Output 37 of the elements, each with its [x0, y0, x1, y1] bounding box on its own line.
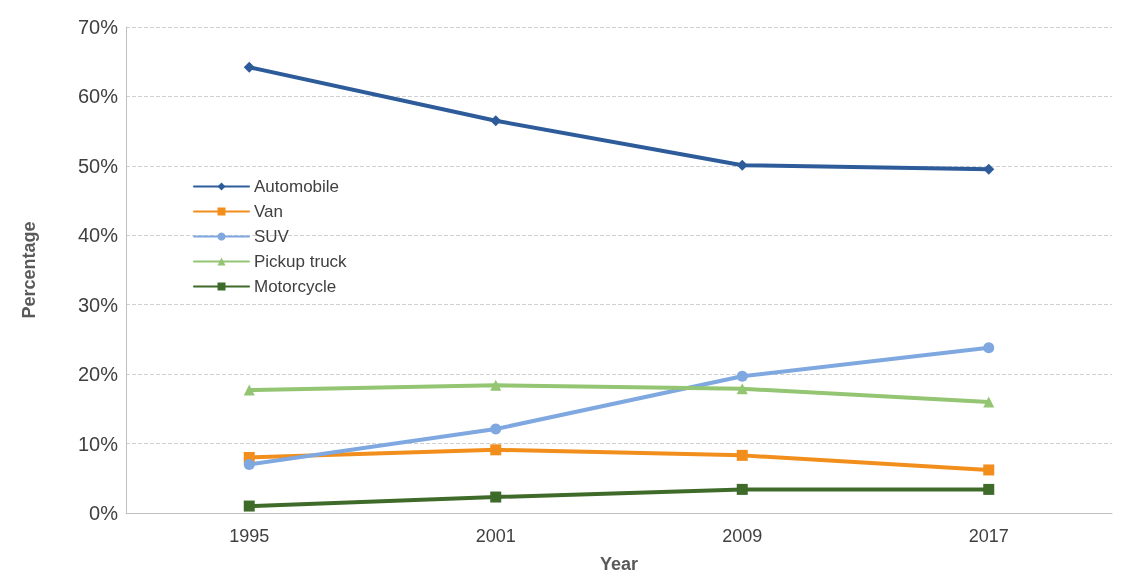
- y-tick-label: 60%: [77, 85, 119, 108]
- point: [736, 449, 748, 461]
- point: [490, 423, 502, 435]
- point: [243, 500, 255, 512]
- point: [490, 379, 502, 391]
- point: [490, 491, 502, 503]
- point: [983, 396, 995, 408]
- y-tick-label: 30%: [77, 293, 119, 316]
- y-tick-label: 10%: [77, 432, 119, 455]
- point: [243, 384, 255, 396]
- legend-label: Automobile: [254, 177, 340, 196]
- y-tick-label: 0%: [89, 502, 119, 524]
- y-axis-title: Percentage: [19, 221, 39, 319]
- y-tick-label: 20%: [77, 363, 119, 386]
- point: [736, 383, 748, 395]
- point: [736, 159, 748, 171]
- x-tick-label: 2009: [722, 526, 763, 546]
- y-tick-label: 70%: [77, 16, 119, 38]
- point: [983, 464, 995, 476]
- point: [983, 342, 995, 354]
- legend-label: SUV: [254, 227, 290, 246]
- point: [983, 483, 995, 495]
- point: [490, 444, 502, 456]
- point: [243, 61, 255, 73]
- y-tick-label: 40%: [77, 224, 119, 247]
- point: [243, 458, 255, 470]
- legend-label: Motorcycle: [254, 277, 337, 296]
- legend-label: Pickup truck: [254, 252, 348, 271]
- x-tick-label: 2001: [475, 526, 516, 546]
- y-tick-label: 50%: [77, 154, 119, 177]
- x-tick-label: 1995: [229, 526, 270, 546]
- legend-label: Van: [254, 202, 283, 221]
- point: [736, 370, 748, 382]
- point: [490, 115, 502, 127]
- x-axis-title: Year: [599, 554, 639, 574]
- x-tick-label: 2017: [968, 526, 1009, 546]
- point: [736, 483, 748, 495]
